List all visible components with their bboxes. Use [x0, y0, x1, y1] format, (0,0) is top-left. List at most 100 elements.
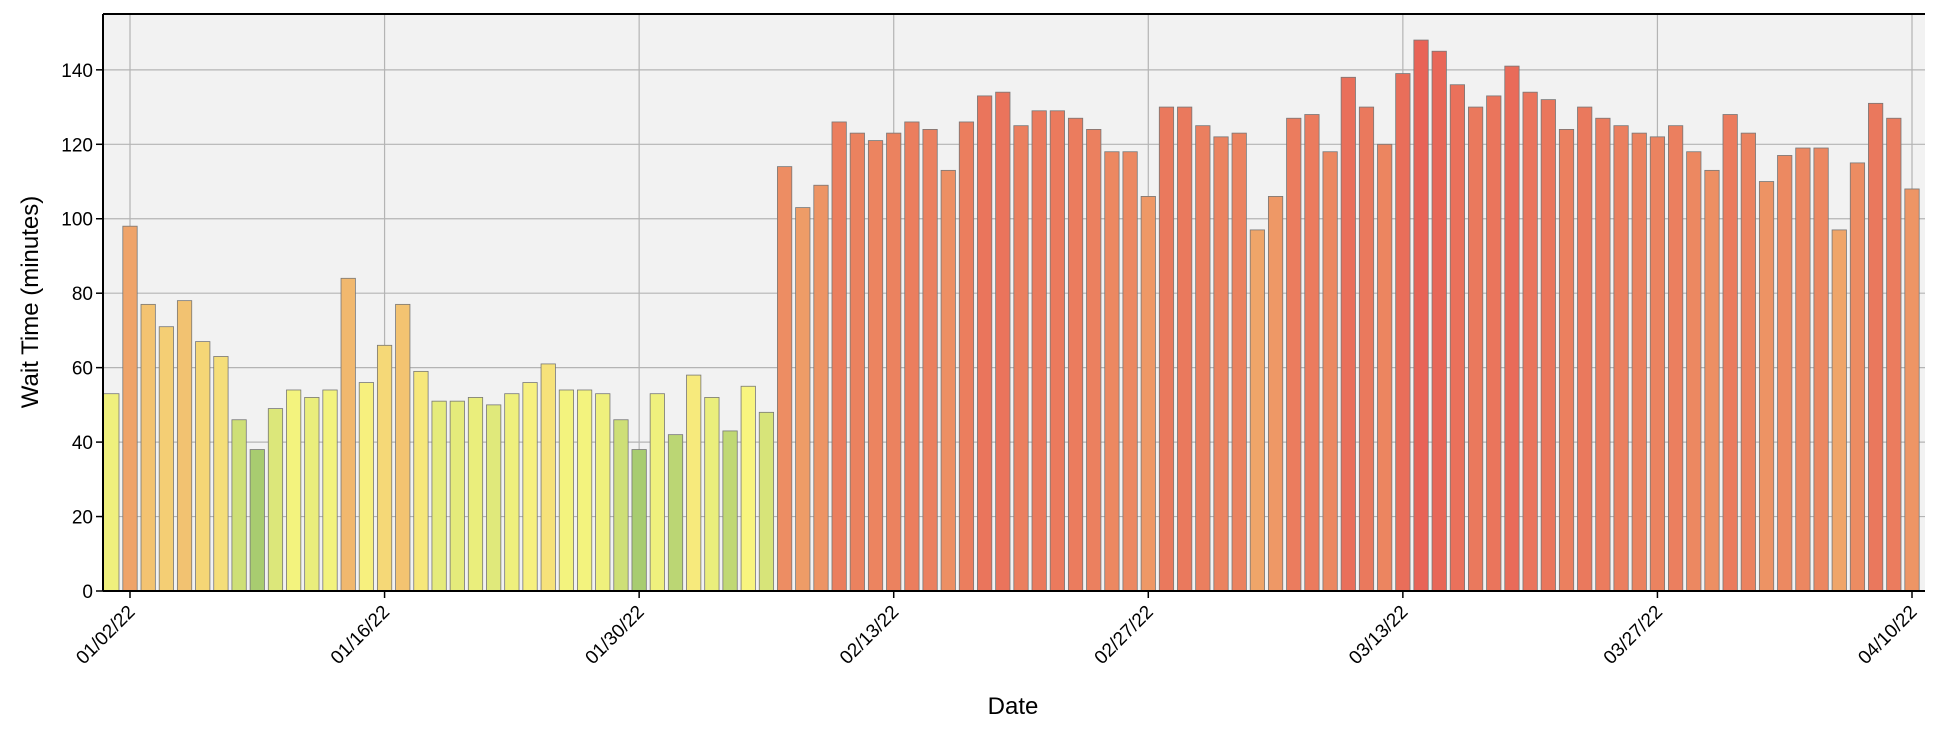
bar-03-19-22 [1504, 65, 1520, 592]
bar-01-24-22 [522, 382, 538, 592]
bar-02-04-22 [722, 430, 738, 592]
bar-03-03-22 [1213, 136, 1229, 592]
bar-02-15-22 [922, 128, 938, 592]
bar-01-13-22 [322, 389, 338, 592]
bar-04-06-22 [1831, 229, 1847, 592]
x-tick-label: 01/30/22 [582, 602, 649, 669]
bar-03-11-22 [1358, 106, 1375, 592]
bar-02-19-22 [995, 91, 1011, 592]
bar-01-08-22 [231, 419, 247, 592]
bar-01-11-22 [286, 389, 302, 592]
bar-03-26-22 [1631, 132, 1647, 592]
bar-02-09-22 [813, 184, 829, 592]
bar-01-31-22 [649, 393, 665, 592]
y-tick-label: 40 [72, 433, 93, 454]
bar-01-30-22 [631, 449, 647, 592]
bar-03-07-22 [1286, 117, 1302, 592]
bar-02-13-22 [886, 132, 902, 592]
bar-02-27-22 [1140, 196, 1156, 592]
bar-03-01-22 [1177, 106, 1193, 592]
bar-02-07-22 [777, 166, 793, 592]
y-tick-label: 80 [72, 284, 93, 305]
bar-04-02-22 [1758, 181, 1775, 592]
bar-03-09-22 [1322, 151, 1338, 592]
bar-01-03-22 [140, 303, 156, 592]
bar-02-26-22 [1122, 151, 1138, 592]
bar-01-28-22 [595, 393, 611, 592]
bar-04-10-22 [1904, 188, 1920, 592]
bar-02-22-22 [1049, 110, 1065, 592]
bar-03-12-22 [1377, 143, 1393, 592]
y-tick-label: 20 [72, 508, 93, 529]
y-tick-label: 0 [82, 582, 93, 603]
y-tick-label: 100 [61, 210, 93, 231]
bar-01-14-22 [340, 277, 356, 592]
bar-01-04-22 [158, 326, 174, 592]
bar-02-18-22 [977, 95, 993, 592]
bar-02-10-22 [831, 121, 847, 592]
bar-02-03-22 [704, 397, 720, 592]
bar-01-22-22 [486, 404, 502, 592]
bar-02-21-22 [1031, 110, 1047, 592]
y-tick-label: 120 [61, 135, 93, 156]
bar-03-13-22 [1395, 73, 1411, 592]
bar-01-05-22 [176, 300, 193, 592]
bar-04-04-22 [1795, 147, 1811, 592]
bar-02-02-22 [686, 374, 702, 592]
bar-01-12-22 [304, 397, 320, 592]
y-tick-label: 140 [61, 61, 93, 82]
bar-03-15-22 [1431, 50, 1447, 592]
bar-02-01-22 [667, 434, 684, 592]
bar-03-14-22 [1413, 39, 1429, 592]
bar-01-17-22 [395, 303, 411, 592]
bar-04-07-22 [1849, 162, 1866, 592]
bar-03-27-22 [1649, 136, 1666, 592]
bar-03-06-22 [1267, 196, 1284, 592]
bar-03-22-22 [1558, 128, 1575, 592]
bar-01-10-22 [267, 408, 284, 592]
bar-01-29-22 [613, 419, 629, 592]
bar-03-24-22 [1595, 117, 1611, 592]
bar-01-21-22 [467, 397, 484, 592]
y-axis-title: Wait Time (minutes) [17, 196, 44, 408]
bar-02-28-22 [1158, 106, 1175, 592]
x-tick-label: 04/10/22 [1854, 602, 1921, 669]
bar-03-21-22 [1540, 99, 1556, 592]
x-tick-label: 01/16/22 [327, 602, 394, 669]
bar-01-19-22 [431, 400, 447, 592]
bar-03-16-22 [1449, 84, 1465, 592]
bar-03-10-22 [1340, 76, 1356, 592]
bar-partial [102, 393, 120, 592]
bar-03-05-22 [1249, 229, 1265, 592]
bar-02-06-22 [758, 411, 775, 592]
bar-02-12-22 [867, 140, 884, 592]
bar-01-15-22 [358, 382, 374, 592]
bar-04-03-22 [1777, 155, 1793, 592]
bar-01-16-22 [376, 344, 393, 592]
bar-03-04-22 [1231, 132, 1247, 592]
bar-01-23-22 [504, 393, 520, 592]
x-tick-label: 02/27/22 [1091, 602, 1158, 669]
x-tick-label: 02/13/22 [836, 602, 903, 669]
bar-02-23-22 [1067, 117, 1084, 592]
y-tick-label: 60 [72, 359, 93, 380]
bar-01-25-22 [540, 363, 556, 592]
bar-01-06-22 [195, 341, 211, 592]
bar-02-17-22 [958, 121, 975, 592]
bar-01-07-22 [213, 356, 229, 592]
bar-02-05-22 [740, 385, 756, 592]
bar-03-18-22 [1486, 95, 1502, 592]
bar-02-25-22 [1104, 151, 1120, 592]
bar-03-30-22 [1704, 169, 1720, 592]
bar-04-01-22 [1740, 132, 1756, 592]
bar-04-08-22 [1868, 102, 1884, 592]
bar-02-14-22 [904, 121, 920, 592]
bar-02-24-22 [1086, 128, 1102, 592]
bar-03-31-22 [1722, 114, 1738, 592]
x-tick-label: 03/13/22 [1345, 602, 1412, 669]
bar-03-08-22 [1304, 114, 1320, 592]
bar-03-25-22 [1613, 125, 1629, 592]
bar-04-09-22 [1886, 117, 1902, 592]
